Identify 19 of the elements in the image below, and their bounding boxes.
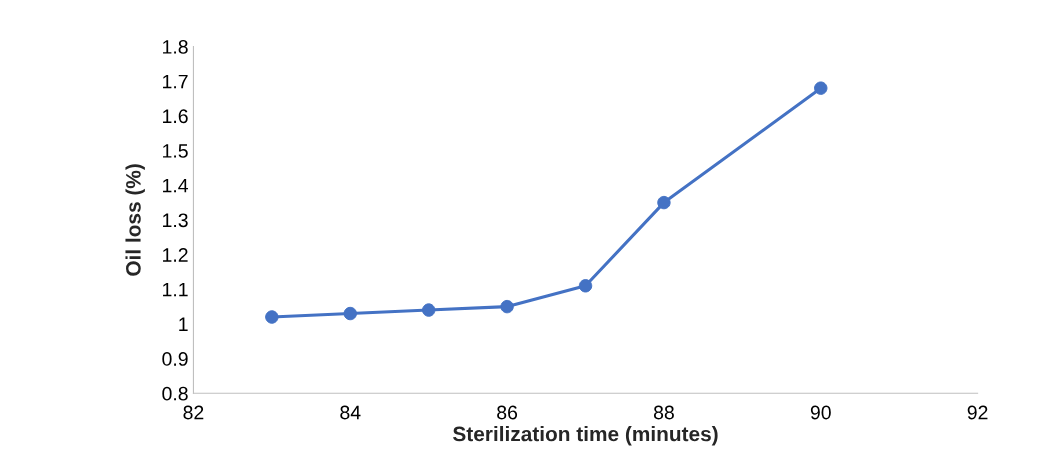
y-tick-label: 0.9 bbox=[162, 352, 188, 366]
y-tick-label: 1.6 bbox=[163, 109, 188, 124]
x-tick-label: 84 bbox=[340, 405, 361, 420]
y-tick-label: 1.1 bbox=[163, 282, 188, 297]
x-tick-label: 82 bbox=[183, 405, 204, 420]
y-tick-label: 0.8 bbox=[162, 386, 188, 401]
x-axis-title: Sterilization time (minutes) bbox=[453, 426, 718, 446]
y-tick-label: 1.4 bbox=[163, 178, 189, 193]
y-axis-title: Oil loss (%) bbox=[125, 164, 145, 276]
y-tick-label: 1.3 bbox=[163, 213, 188, 228]
y-tick-label: 1 bbox=[179, 317, 188, 331]
y-tick-label: 1.7 bbox=[163, 74, 188, 89]
y-tick-label: 1.8 bbox=[163, 40, 188, 54]
y-tick-label: 1.2 bbox=[163, 248, 188, 262]
x-tick-label: 86 bbox=[497, 405, 518, 420]
y-tick-label: 1.5 bbox=[163, 144, 188, 158]
x-tick-label: 88 bbox=[653, 405, 674, 420]
x-tick-label: 92 bbox=[967, 405, 988, 420]
x-tick-label: 90 bbox=[810, 405, 831, 420]
